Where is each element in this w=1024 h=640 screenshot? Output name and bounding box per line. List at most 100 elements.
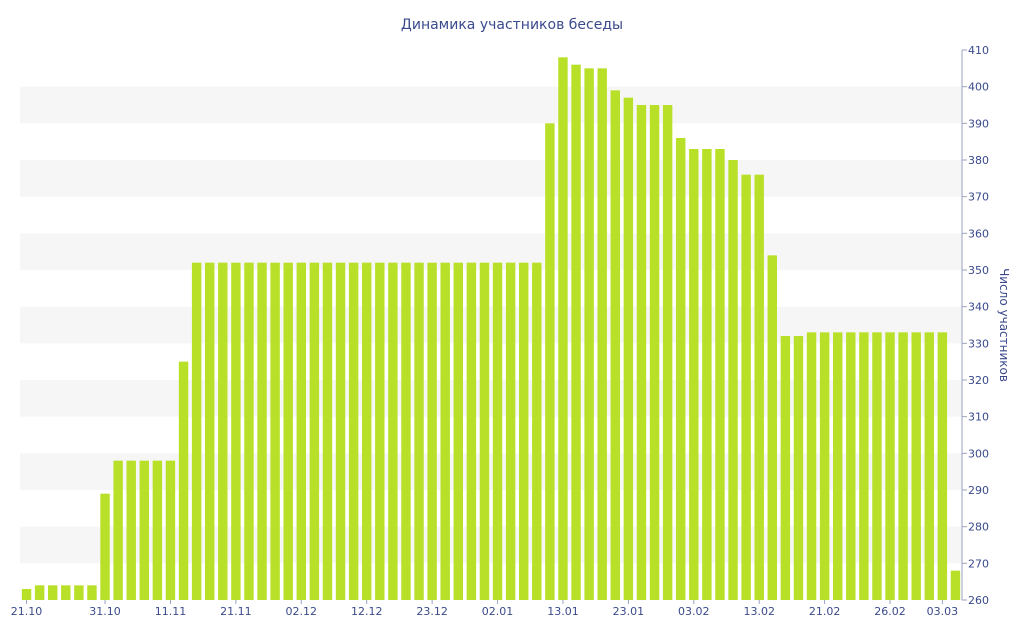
bar	[21, 589, 32, 600]
x-axis-ticks: 21.10 31.10 11.11 21.11 02.12 12.12 23.12 02.01…	[11, 600, 958, 618]
y-tick-label: 340	[968, 301, 989, 314]
bar	[309, 262, 320, 600]
y-tick-label: 290	[968, 484, 989, 497]
x-tick-label: 03.03	[927, 605, 959, 618]
bar	[662, 105, 673, 600]
bar	[453, 262, 464, 600]
bar	[348, 262, 359, 600]
y-axis-title: Число участников	[997, 268, 1011, 382]
grid-band	[20, 380, 962, 417]
x-tick-label: 02.01	[482, 605, 514, 618]
bar	[872, 332, 882, 600]
bar	[152, 460, 163, 600]
y-tick-label: 380	[968, 154, 989, 167]
x-tick-label: 31.10	[89, 605, 121, 618]
x-tick-label: 13.02	[743, 605, 775, 618]
x-tick-label: 11.11	[155, 605, 187, 618]
bar	[532, 262, 542, 600]
bar	[113, 460, 123, 600]
bar	[178, 361, 189, 600]
y-tick-label: 280	[968, 521, 989, 534]
bar	[689, 149, 699, 600]
grid-band	[20, 160, 962, 197]
bar	[885, 332, 895, 600]
x-tick-label: 26.02	[874, 605, 906, 618]
bar	[296, 262, 307, 600]
grid-band	[20, 233, 962, 270]
y-tick-label: 260	[968, 594, 989, 607]
bar	[257, 262, 267, 600]
bar	[335, 262, 346, 600]
y-tick-label: 320	[968, 374, 989, 387]
bar	[479, 262, 490, 600]
bar	[636, 105, 647, 600]
bar	[558, 57, 568, 601]
chart-title: Динамика участников беседы	[401, 17, 623, 33]
bar	[819, 332, 830, 600]
bar	[34, 585, 45, 600]
bar	[832, 332, 843, 600]
bar	[414, 262, 424, 600]
bar	[806, 332, 817, 600]
grid-band	[20, 306, 962, 344]
bar	[793, 336, 804, 600]
grid-bands	[20, 86, 962, 564]
x-tick-label: 12.12	[351, 605, 383, 618]
y-tick-label: 330	[968, 337, 989, 350]
y-tick-label: 360	[968, 227, 989, 240]
bar	[610, 90, 621, 600]
bar	[401, 262, 411, 600]
bar	[937, 332, 948, 600]
bar	[440, 262, 450, 600]
bar	[846, 332, 856, 600]
bar	[466, 262, 477, 600]
x-tick-label: 23.01	[613, 605, 645, 618]
bar	[74, 585, 84, 600]
bar	[270, 262, 280, 600]
bar	[427, 262, 437, 600]
bar	[767, 255, 778, 601]
bar	[780, 336, 791, 600]
x-tick-label: 21.10	[11, 605, 43, 618]
bar-series	[21, 57, 961, 601]
bar	[859, 332, 869, 600]
y-tick-label: 350	[968, 264, 989, 277]
bar	[950, 570, 961, 600]
bar	[388, 262, 398, 600]
bar	[754, 174, 764, 600]
bar	[492, 262, 503, 600]
y-axis-ticks: 260 270 280 290 300 310 320 330 340 350 360 370 380 3…	[962, 44, 989, 607]
x-tick-label: 03.02	[678, 605, 710, 618]
bar	[715, 149, 725, 600]
bar	[741, 174, 751, 600]
bar	[924, 332, 935, 600]
bar	[518, 262, 529, 600]
bar	[649, 105, 660, 600]
x-tick-label: 21.11	[220, 605, 252, 618]
y-tick-label: 310	[968, 411, 989, 424]
x-tick-label: 02.12	[286, 605, 318, 618]
grid-band	[20, 86, 962, 124]
bar	[218, 262, 228, 600]
y-tick-label: 390	[968, 117, 989, 130]
y-tick-label: 410	[968, 44, 989, 57]
bar	[702, 149, 712, 600]
bar	[100, 493, 110, 600]
bar	[204, 262, 215, 600]
grid-band	[20, 526, 962, 564]
y-tick-label: 300	[968, 447, 989, 460]
bar	[322, 262, 333, 600]
bar	[244, 262, 254, 600]
y-tick-label: 400	[968, 81, 989, 94]
bar	[87, 585, 97, 600]
bar	[361, 262, 372, 600]
bar	[375, 262, 385, 600]
bar	[911, 332, 921, 600]
bar	[47, 585, 58, 600]
bar	[597, 68, 607, 601]
bar	[126, 460, 136, 600]
bar	[61, 585, 71, 600]
y-tick-label: 270	[968, 557, 989, 570]
bar	[139, 460, 150, 600]
